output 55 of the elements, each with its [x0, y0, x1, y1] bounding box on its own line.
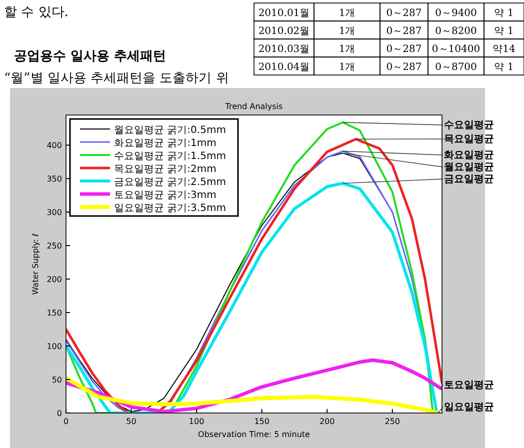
y-tick-label: 0	[56, 409, 62, 418]
annotation: 수요일평균	[444, 120, 494, 131]
y-tick-label: 250	[46, 242, 62, 251]
text: 할 수 있다.	[4, 5, 68, 20]
text: 2010.01월	[258, 8, 310, 19]
text: 1개	[338, 8, 356, 19]
text: 2010.03월	[258, 44, 310, 55]
text: 0～287	[386, 44, 422, 55]
annotation: 토요일평균	[444, 380, 494, 391]
legend-label: 토요일평균 굵기:3mm	[114, 190, 216, 201]
annotation: 목요일평균	[444, 134, 494, 145]
legend-label: 목요일평균 굵기:2mm	[114, 164, 216, 175]
legend-label: 일요일평균 굵기:3.5mm	[114, 203, 226, 214]
text: 1개	[338, 26, 356, 37]
annotation: 금요일평균	[444, 174, 494, 185]
legend-label: 금요일평균 굵기:2.5mm	[114, 177, 226, 188]
text: 2010.04월	[258, 62, 310, 73]
x-tick-label: 250	[384, 417, 400, 426]
text: 0～8700	[435, 62, 477, 73]
x-axis-title: Observation Time: 5 minute	[198, 430, 310, 439]
y-tick-label: 200	[46, 275, 62, 284]
text: 0～9400	[435, 8, 477, 19]
x-tick-label: 100	[188, 417, 204, 426]
text: 0～287	[386, 8, 422, 19]
legend-label: 화요일평균 굵기:1mm	[114, 138, 216, 149]
annotation: 일요일평균	[444, 402, 494, 413]
y-tick-label: 300	[46, 208, 62, 218]
text: 0～287	[386, 26, 422, 37]
chart-title: Trend Analysis	[224, 102, 283, 111]
y-axis-title: Water Supply: ℓ	[31, 233, 40, 295]
y-tick-label: 400	[46, 141, 62, 150]
text: 약14	[492, 44, 516, 55]
x-tick-label: 150	[254, 417, 270, 426]
text: 약 1	[494, 8, 514, 19]
text: 약 1	[494, 62, 514, 73]
annotation: 화요일평균	[444, 150, 494, 161]
y-tick-label: 50	[52, 376, 62, 385]
text: 2010.02월	[258, 26, 310, 37]
x-tick-label: 50	[126, 417, 136, 426]
legend-label: 월요일평균 굵기:0.5mm	[114, 125, 226, 136]
text: 0～287	[386, 62, 422, 73]
x-tick-label: 200	[319, 417, 335, 426]
text: 공업용수 일사용 추세패턴	[14, 49, 166, 64]
legend-label: 수요일평균 굵기:1.5mm	[114, 151, 226, 162]
text: 0～10400	[432, 44, 480, 55]
y-tick-label: 350	[46, 174, 62, 184]
text: 1개	[338, 62, 356, 73]
annotation: 월요일평균	[444, 162, 494, 173]
x-tick-label: 0	[63, 417, 69, 426]
text: “월”별 일사용 추세패턴을 도출하기 위	[4, 71, 229, 86]
y-tick-label: 150	[46, 308, 62, 318]
text: 1개	[338, 44, 356, 55]
text: 약 1	[494, 26, 514, 37]
y-tick-label: 100	[46, 342, 62, 352]
text: 0～8200	[435, 26, 477, 37]
